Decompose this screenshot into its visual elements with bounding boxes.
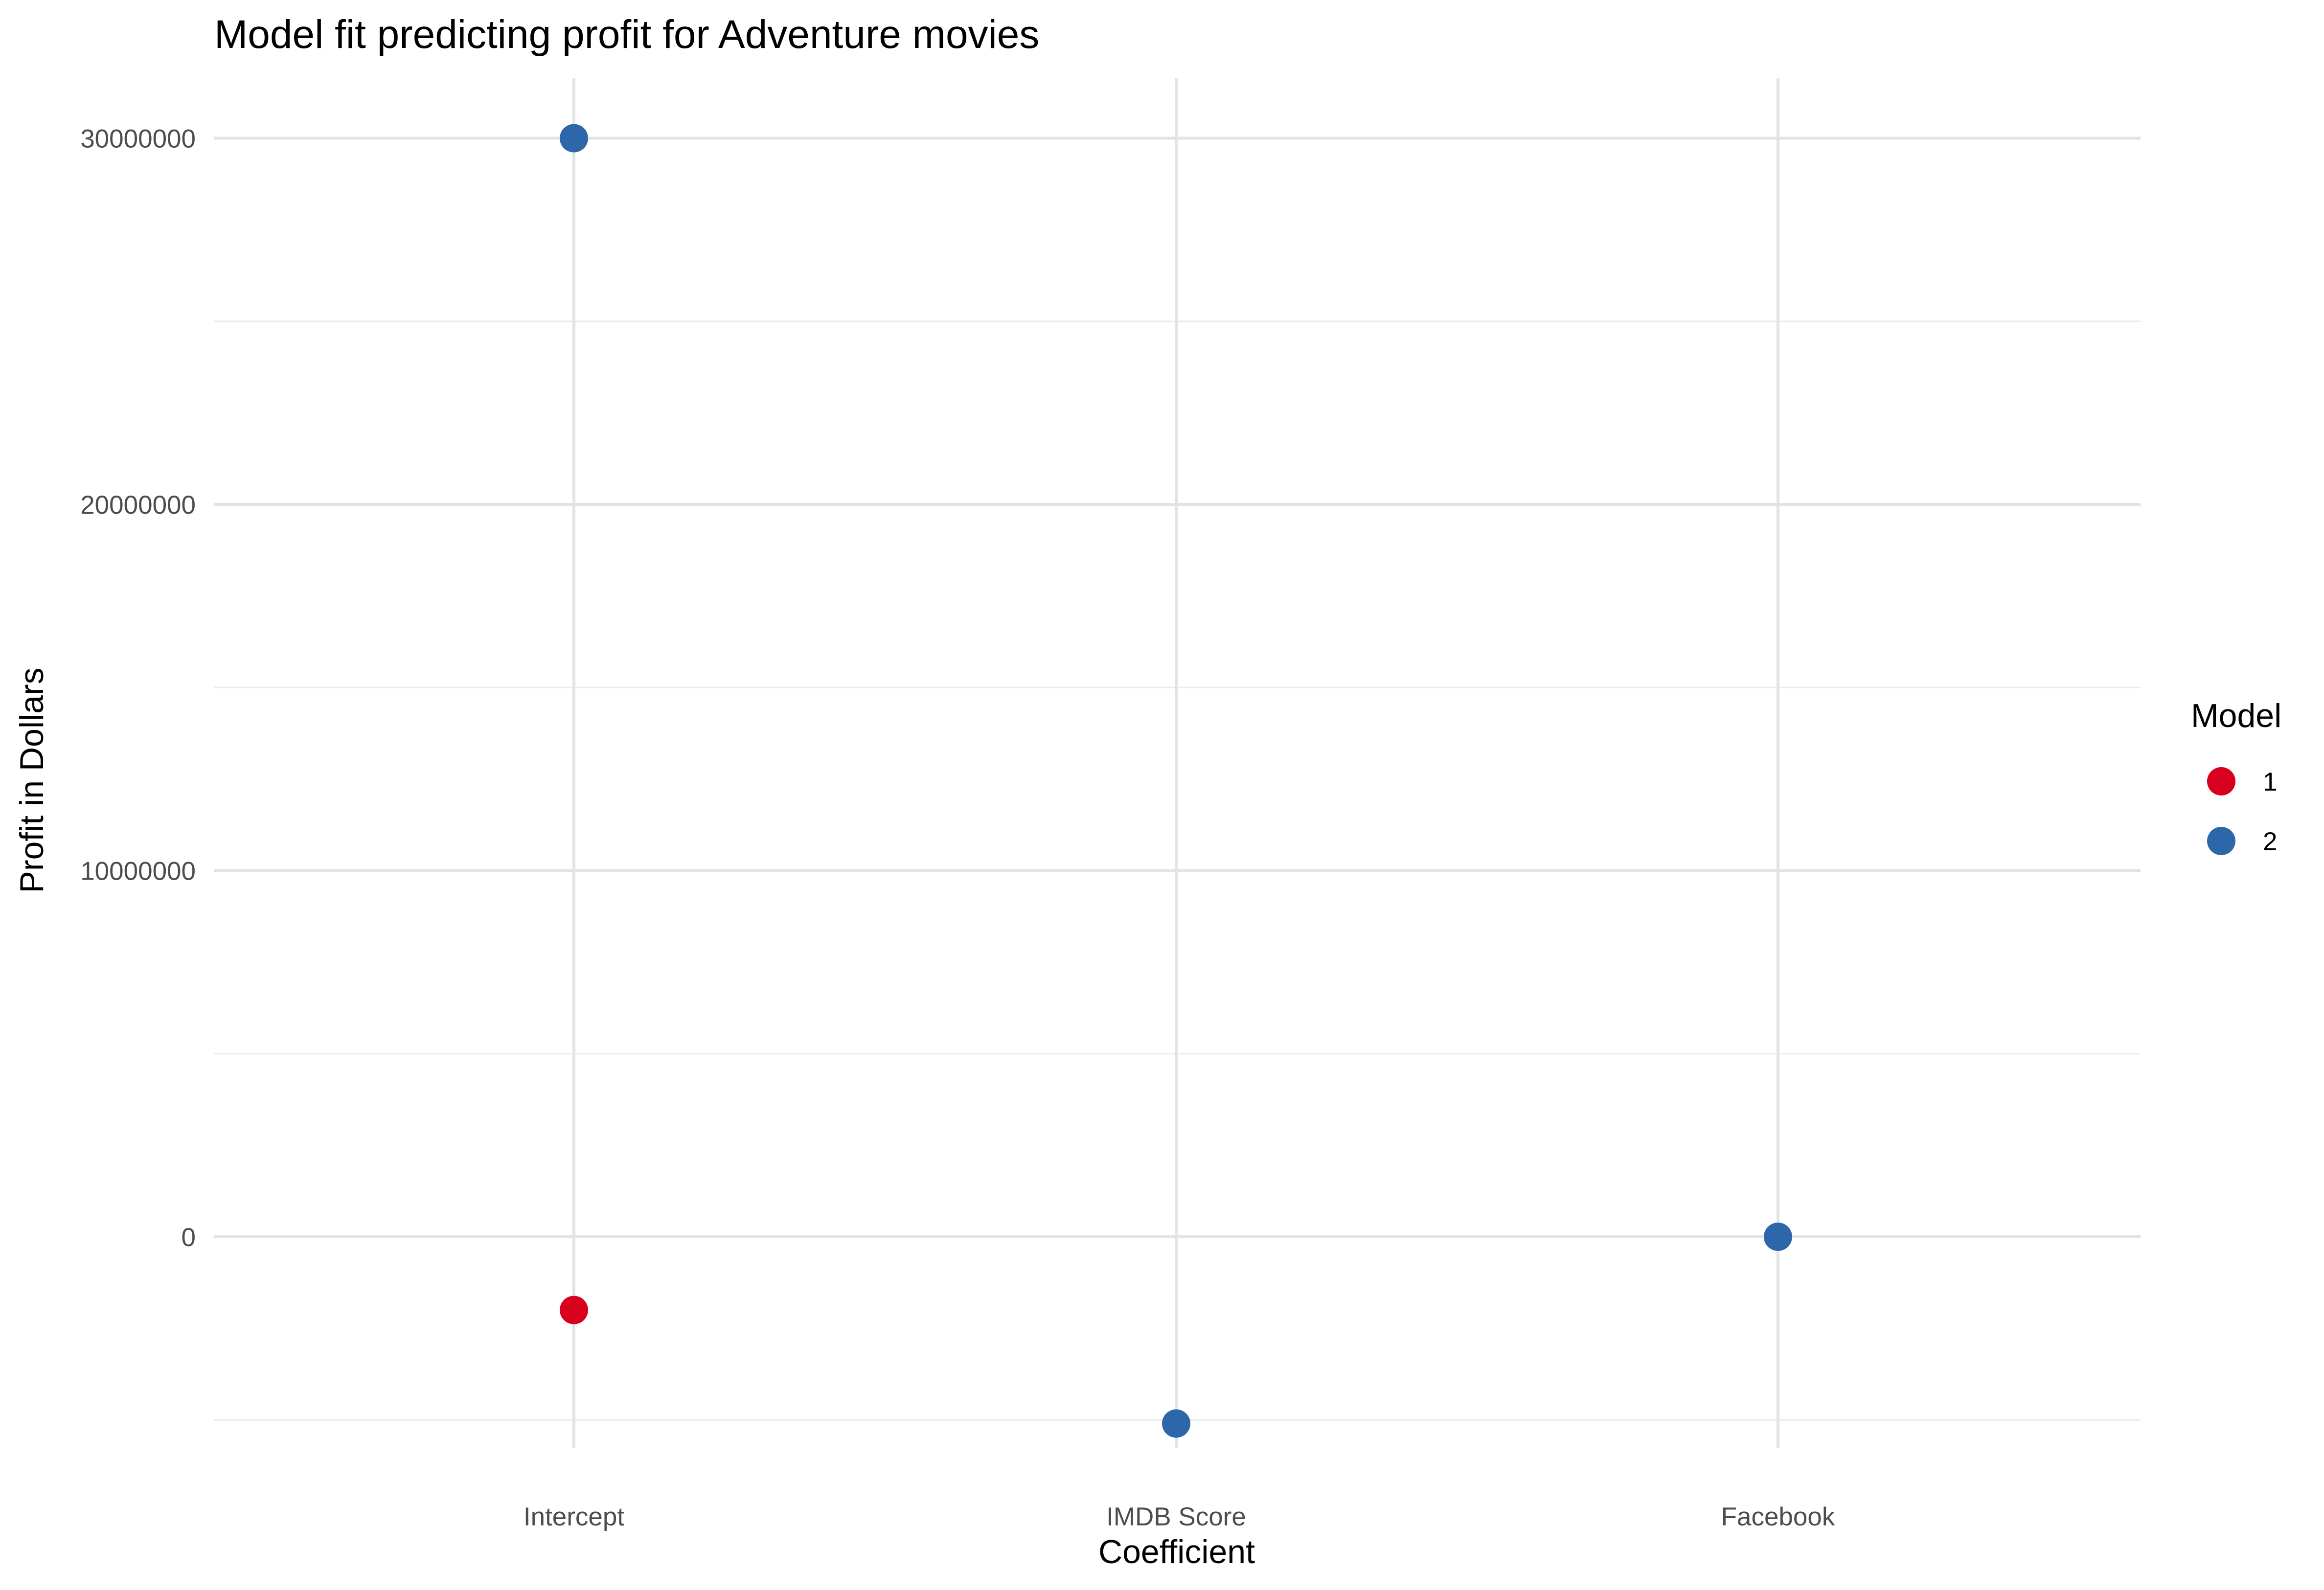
data-point-model-2 xyxy=(1162,1409,1190,1438)
x-tick-label: IMDB Score xyxy=(1106,1502,1246,1531)
y-axis-title: Profit in Dollars xyxy=(13,667,50,893)
legend-label-model-2: 2 xyxy=(2263,827,2277,856)
plot-grid xyxy=(214,78,2141,1448)
legend: Model 1 2 xyxy=(2191,697,2281,856)
data-point-model-2 xyxy=(560,124,588,153)
data-points xyxy=(560,124,1792,1438)
legend-label-model-1: 1 xyxy=(2263,768,2277,796)
x-axis-title: Coefficient xyxy=(1098,1533,1255,1570)
x-tick-label: Facebook xyxy=(1721,1502,1835,1531)
y-tick-label: 0 xyxy=(182,1223,196,1252)
y-tick-label: 10000000 xyxy=(80,857,196,886)
legend-key-model-1 xyxy=(2207,767,2235,795)
x-axis-ticks: Intercept IMDB Score Facebook xyxy=(524,1502,1835,1531)
legend-key-model-2 xyxy=(2207,827,2235,855)
chart-title: Model fit predicting profit for Adventur… xyxy=(214,12,1039,57)
y-tick-label: 30000000 xyxy=(80,125,196,154)
data-point-model-2 xyxy=(1764,1223,1792,1251)
data-point-model-1 xyxy=(560,1295,588,1324)
y-axis-ticks: 0 10000000 20000000 30000000 xyxy=(80,125,196,1252)
y-tick-label: 20000000 xyxy=(80,491,196,520)
legend-title: Model xyxy=(2191,697,2281,734)
x-tick-label: Intercept xyxy=(524,1502,625,1531)
